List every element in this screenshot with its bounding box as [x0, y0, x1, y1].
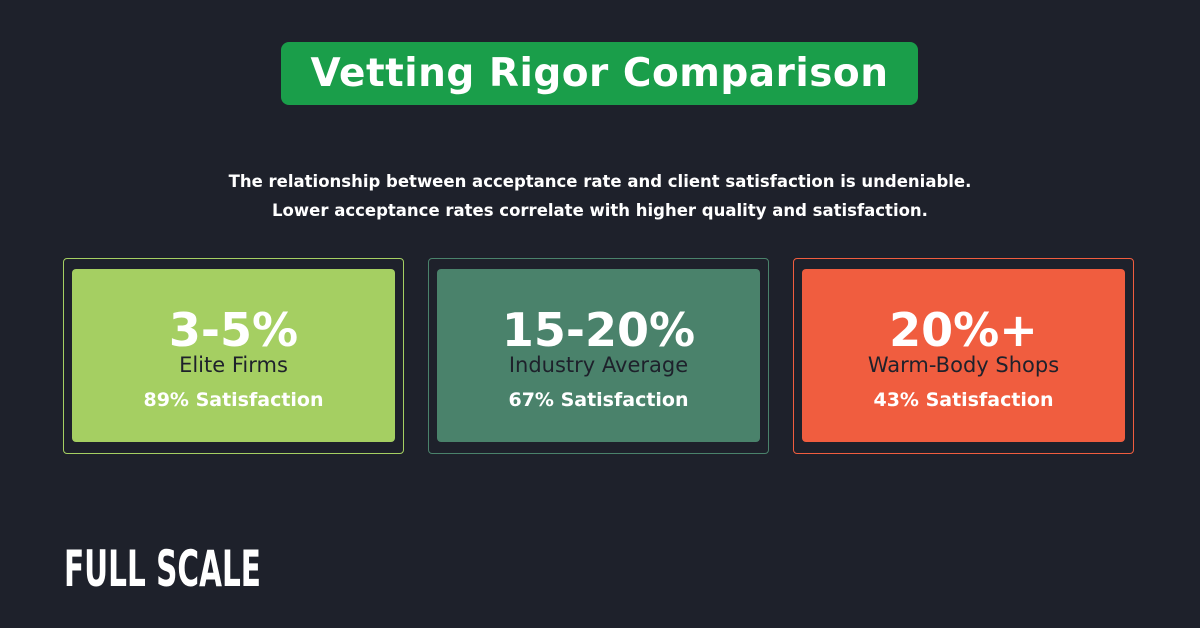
- subtitle: Lower acceptance rates correlate with hi…: [272, 201, 928, 220]
- logo-text: FULL SCALE: [64, 540, 261, 596]
- satisfaction: 89% Satisfaction: [143, 389, 324, 411]
- satisfaction: 67% Satisfaction: [508, 389, 689, 411]
- card-label: Industry Average: [508, 353, 689, 377]
- card-label: Elite Firms: [179, 353, 288, 377]
- acceptance-rate: 3-5%: [168, 303, 299, 357]
- card-label: Warm-Body Shops: [867, 353, 1060, 377]
- title: Vetting Rigor Comparison: [281, 42, 918, 105]
- card-body: 3-5% Elite Firms 89% Satisfaction: [72, 269, 395, 442]
- acceptance-rate: 15-20%: [501, 303, 696, 357]
- card: 15-20% Industry Average 67% Satisfaction: [428, 258, 769, 454]
- card-body: 20%+ Warm-Body Shops 43% Satisfaction: [802, 269, 1125, 442]
- subtitle: The relationship between acceptance rate…: [228, 172, 972, 191]
- logo: FULL SCALE: [64, 540, 261, 596]
- card-body: 15-20% Industry Average 67% Satisfaction: [437, 269, 760, 442]
- card: 3-5% Elite Firms 89% Satisfaction: [63, 258, 404, 454]
- satisfaction: 43% Satisfaction: [873, 389, 1054, 411]
- card: 20%+ Warm-Body Shops 43% Satisfaction: [793, 258, 1134, 454]
- acceptance-rate: 20%+: [889, 303, 1038, 357]
